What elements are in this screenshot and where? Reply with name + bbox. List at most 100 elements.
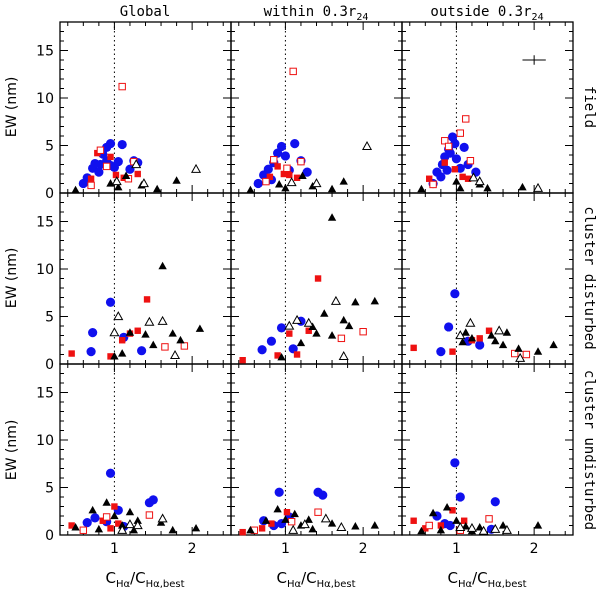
point-red-square	[464, 175, 472, 182]
point-red-open-square	[79, 526, 88, 534]
point-red-open-square	[425, 521, 433, 530]
point-black-open-triangle	[111, 176, 122, 186]
col-label-global: Global	[120, 4, 171, 20]
point-red-open-square	[456, 129, 464, 137]
point-red-open-square	[441, 137, 449, 145]
panel-r1-c1: 0 5 10 15	[36, 21, 232, 202]
point-red-square	[268, 520, 275, 527]
point-black-triangle	[417, 526, 426, 535]
row-label-field: field	[581, 86, 597, 128]
point-red-square	[286, 330, 293, 337]
point-black-triangle	[514, 344, 523, 352]
point-blue-circle	[450, 289, 460, 299]
point-blue-circle	[445, 520, 455, 531]
point-black-open-triangle	[336, 521, 347, 531]
x-axis-label-col3: CHα/CHα,best	[447, 569, 526, 590]
point-black-open-triangle	[455, 521, 466, 531]
point-black-open-triangle	[113, 311, 124, 321]
point-red-open-square	[297, 157, 305, 166]
point-red-square	[266, 173, 274, 181]
point-black-open-triangle	[138, 178, 149, 188]
point-black-triangle	[290, 509, 299, 518]
y-tick-label: 10	[36, 433, 54, 449]
point-black-open-triangle	[157, 513, 168, 523]
point-blue-circle	[442, 165, 452, 175]
point-blue-circle	[82, 518, 92, 528]
point-blue-circle	[450, 458, 460, 468]
point-black-triangle	[452, 177, 461, 185]
point-blue-circle	[105, 297, 116, 307]
point-red-square	[274, 163, 281, 170]
point-red-open-square	[262, 177, 270, 186]
panel-frame	[401, 363, 574, 536]
point-blue-circle	[90, 513, 100, 523]
point-blue-circle	[436, 347, 446, 357]
point-red-open-square	[102, 162, 111, 171]
point-red-square	[314, 275, 322, 282]
point-red-open-square	[287, 518, 296, 526]
point-red-open-square	[270, 156, 278, 164]
point-blue-circle	[105, 468, 116, 478]
panel-r3-c1: 0 5 10 15 1 2	[36, 363, 232, 557]
point-black-open-triangle	[299, 519, 310, 529]
point-blue-circle	[86, 347, 96, 357]
point-black-triangle	[327, 331, 337, 339]
point-red-square	[422, 525, 429, 532]
point-blue-circle	[445, 148, 455, 158]
point-red-square	[111, 503, 118, 510]
point-black-triangle	[273, 504, 282, 513]
point-black-open-triangle	[466, 522, 477, 532]
point-black-triangle	[152, 184, 162, 193]
y-tick-label: 15	[36, 44, 54, 60]
point-red-square	[437, 522, 445, 529]
point-red-square	[449, 507, 456, 514]
point-black-triangle	[281, 515, 290, 523]
point-black-triangle	[121, 171, 131, 179]
point-red-square	[107, 525, 114, 532]
point-red-square	[118, 337, 126, 344]
point-black-open-triangle	[124, 519, 135, 529]
point-black-triangle	[442, 503, 452, 511]
point-red-square	[87, 175, 95, 182]
point-black-triangle	[436, 525, 446, 534]
point-red-square	[441, 159, 448, 166]
x-axis-label-col1: CHα/CHα,best	[105, 569, 184, 590]
point-black-triangle	[125, 507, 135, 516]
point-black-triangle	[172, 176, 181, 184]
point-black-open-triangle	[311, 178, 322, 188]
point-blue-circle	[137, 346, 147, 356]
col-label-outside: outside 0.3r24	[430, 4, 543, 23]
point-blue-circle	[117, 139, 127, 150]
x-tick-label: 2	[359, 541, 368, 557]
point-blue-circle	[273, 148, 283, 158]
point-red-square	[239, 528, 246, 536]
point-blue-circle	[302, 167, 312, 177]
point-black-open-triangle	[109, 327, 120, 337]
point-black-triangle	[296, 338, 306, 347]
point-blue-circle	[451, 154, 462, 164]
point-black-open-triangle	[330, 295, 341, 305]
point-black-open-triangle	[320, 513, 331, 523]
point-blue-circle	[253, 178, 263, 189]
y-tick-label: 0	[45, 528, 54, 544]
point-black-triangle	[246, 525, 255, 534]
point-red-square	[143, 296, 151, 303]
point-blue-circle	[490, 497, 500, 507]
row-label-cluster-disturbed: cluster disturbed	[581, 206, 597, 349]
point-red-square	[68, 522, 75, 529]
point-red-open-square	[314, 508, 322, 516]
point-blue-circle	[266, 336, 277, 346]
point-black-open-triangle	[478, 525, 489, 535]
point-red-open-square	[96, 146, 105, 154]
point-black-triangle	[518, 182, 527, 191]
point-black-triangle	[533, 521, 543, 529]
point-blue-circle	[257, 345, 267, 355]
point-black-open-triangle	[532, 182, 544, 192]
panel-r2-c1: 0 5 10 15	[36, 192, 232, 373]
point-red-square	[258, 525, 266, 532]
point-black-triangle	[141, 330, 150, 338]
point-black-triangle	[351, 297, 360, 306]
col-label-within: within 0.3r24	[264, 4, 369, 23]
point-red-square	[485, 327, 493, 334]
